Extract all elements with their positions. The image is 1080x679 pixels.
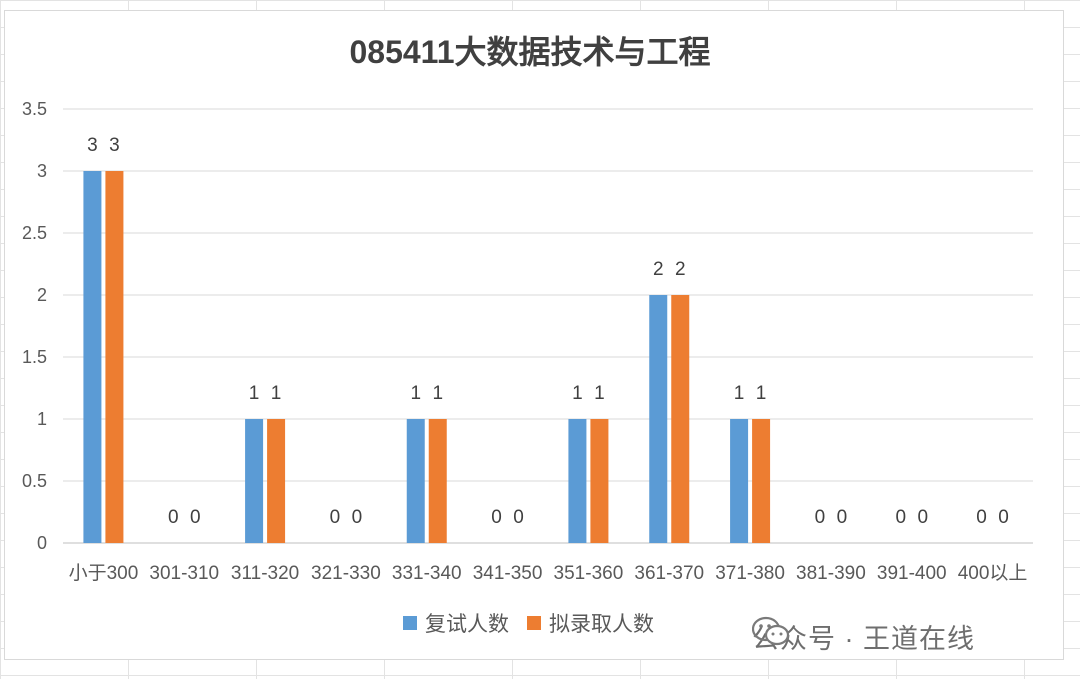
data-label: 0 xyxy=(837,507,848,528)
y-tick-label: 0.5 xyxy=(22,471,47,491)
x-tick-label: 371-380 xyxy=(715,563,785,584)
data-label: 0 xyxy=(330,507,341,528)
y-tick-label: 2.5 xyxy=(22,223,47,243)
bar xyxy=(406,419,425,543)
watermark: 公众号 · 王道在线 xyxy=(752,616,975,656)
data-label: 0 xyxy=(352,507,363,528)
x-axis: 小于300 301-310 311-320 321-330 331-340 341-350… xyxy=(69,562,1028,584)
data-label: 0 xyxy=(513,507,524,528)
bar xyxy=(83,171,102,543)
y-tick-label: 1 xyxy=(37,409,47,429)
data-label: 1 xyxy=(594,383,605,404)
data-label: 0 xyxy=(976,507,987,528)
data-label: 1 xyxy=(410,383,421,404)
x-tick-label: 381-390 xyxy=(796,563,866,584)
x-tick-label: 391-400 xyxy=(877,563,947,584)
chart-title: 085411大数据技术与工程 xyxy=(349,34,710,70)
bar xyxy=(105,171,124,543)
bar xyxy=(267,419,286,543)
data-label: 1 xyxy=(572,383,583,404)
bar xyxy=(649,295,668,543)
bar xyxy=(568,419,587,543)
bars xyxy=(83,171,771,543)
data-label: 1 xyxy=(432,383,443,404)
x-tick-label: 341-350 xyxy=(473,563,543,584)
bar xyxy=(590,419,609,543)
legend: 复试人数 拟录取人数 xyxy=(403,613,654,636)
x-tick-label: 301-310 xyxy=(149,563,219,584)
y-tick-label: 3.5 xyxy=(22,99,47,119)
legend-label: 复试人数 xyxy=(425,613,509,636)
y-tick-label: 3 xyxy=(37,161,47,181)
x-tick-label: 400以上 xyxy=(958,562,1028,584)
data-label: 1 xyxy=(756,383,767,404)
data-label: 3 xyxy=(109,135,120,156)
x-tick-label: 321-330 xyxy=(311,563,381,584)
bar xyxy=(752,419,771,543)
legend-swatch xyxy=(527,616,541,630)
data-label: 3 xyxy=(87,135,98,156)
x-tick-label: 331-340 xyxy=(392,563,462,584)
bar xyxy=(671,295,690,543)
x-tick-label: 311-320 xyxy=(231,563,299,584)
data-label: 0 xyxy=(491,507,502,528)
data-label: 0 xyxy=(815,507,826,528)
data-label: 0 xyxy=(895,507,906,528)
legend-label: 拟录取人数 xyxy=(549,613,654,636)
bar xyxy=(428,419,447,543)
chart-area[interactable] xyxy=(4,10,1064,660)
y-axis: 0 0.5 1 1.5 2 2.5 3 3.5 xyxy=(22,99,47,553)
data-label: 2 xyxy=(653,259,664,280)
wechat-icon xyxy=(752,616,790,646)
x-tick-label: 小于300 xyxy=(69,562,139,584)
data-label: 0 xyxy=(917,507,928,528)
data-label: 1 xyxy=(271,383,282,404)
gridlines xyxy=(63,108,1033,544)
data-label: 2 xyxy=(675,259,686,280)
y-tick-label: 1.5 xyxy=(22,347,47,367)
x-tick-label: 351-360 xyxy=(554,563,624,584)
data-label: 0 xyxy=(168,507,179,528)
data-label: 0 xyxy=(190,507,201,528)
data-labels: 3 30 01 10 01 10 01 12 21 10 0 0 0 0 0 xyxy=(87,135,1009,528)
x-tick-label: 361-370 xyxy=(634,563,704,584)
bar xyxy=(730,419,749,543)
legend-swatch xyxy=(403,616,417,630)
bar xyxy=(245,419,264,543)
data-label: 1 xyxy=(249,383,260,404)
y-tick-label: 0 xyxy=(37,533,47,553)
watermark-text: 公众号 · 王道在线 xyxy=(752,623,975,654)
y-tick-label: 2 xyxy=(37,285,47,305)
data-label: 1 xyxy=(734,383,745,404)
data-label: 0 xyxy=(998,507,1009,528)
